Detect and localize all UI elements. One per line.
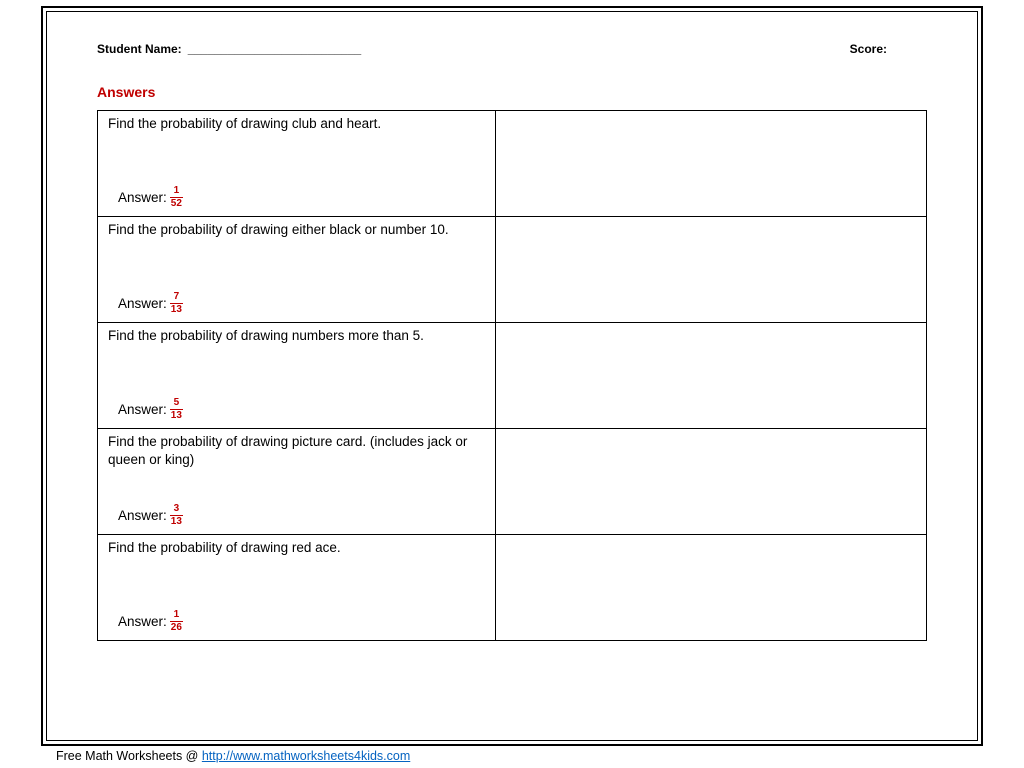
answer-label: Answer: [118, 296, 167, 311]
fraction-denominator: 26 [170, 621, 183, 633]
fraction-denominator: 13 [170, 303, 183, 315]
answer-label: Answer: [118, 190, 167, 205]
answer-line: Answer: 7 13 [118, 292, 183, 315]
fraction-numerator: 1 [173, 610, 181, 621]
answer-label: Answer: [118, 508, 167, 523]
answer-fraction: 5 13 [170, 398, 183, 421]
score-label: Score: [850, 42, 887, 56]
question-text: Find the probability of drawing either b… [108, 221, 487, 239]
page-outer-border: Student Name: __________________________… [41, 6, 983, 746]
footer-prefix: Free Math Worksheets @ [56, 749, 202, 763]
worksheet-header: Student Name: __________________________… [97, 42, 927, 56]
answer-line: Answer: 3 13 [118, 504, 183, 527]
answer-line: Answer: 1 52 [118, 186, 183, 209]
table-row: Find the probability of drawing picture … [98, 429, 927, 535]
answer-label: Answer: [118, 402, 167, 417]
work-cell [495, 429, 926, 535]
fraction-numerator: 7 [173, 292, 181, 303]
question-cell: Find the probability of drawing either b… [98, 217, 496, 323]
question-text: Find the probability of drawing picture … [108, 433, 487, 469]
question-cell: Find the probability of drawing club and… [98, 111, 496, 217]
answer-fraction: 1 52 [170, 186, 183, 209]
fraction-denominator: 52 [170, 197, 183, 209]
question-cell: Find the probability of drawing red ace.… [98, 535, 496, 641]
page-inner-border: Student Name: __________________________… [46, 11, 978, 741]
fraction-denominator: 13 [170, 515, 183, 527]
question-cell: Find the probability of drawing numbers … [98, 323, 496, 429]
work-cell [495, 535, 926, 641]
table-row: Find the probability of drawing red ace.… [98, 535, 927, 641]
question-text: Find the probability of drawing numbers … [108, 327, 487, 345]
student-name-blank: __________________________ [188, 42, 362, 56]
qa-table: Find the probability of drawing club and… [97, 110, 927, 641]
work-cell [495, 111, 926, 217]
question-text: Find the probability of drawing club and… [108, 115, 487, 133]
footer: Free Math Worksheets @ http://www.mathwo… [56, 749, 410, 763]
answer-fraction: 1 26 [170, 610, 183, 633]
fraction-denominator: 13 [170, 409, 183, 421]
fraction-numerator: 5 [173, 398, 181, 409]
answers-heading: Answers [97, 84, 927, 100]
work-cell [495, 217, 926, 323]
student-name-label: Student Name: [97, 42, 182, 56]
question-cell: Find the probability of drawing picture … [98, 429, 496, 535]
question-text: Find the probability of drawing red ace. [108, 539, 487, 557]
work-cell [495, 323, 926, 429]
table-row: Find the probability of drawing numbers … [98, 323, 927, 429]
answer-fraction: 7 13 [170, 292, 183, 315]
answer-line: Answer: 1 26 [118, 610, 183, 633]
answer-fraction: 3 13 [170, 504, 183, 527]
table-row: Find the probability of drawing either b… [98, 217, 927, 323]
fraction-numerator: 1 [173, 186, 181, 197]
answer-line: Answer: 5 13 [118, 398, 183, 421]
student-name-field: Student Name: __________________________ [97, 42, 361, 56]
fraction-numerator: 3 [173, 504, 181, 515]
answer-label: Answer: [118, 614, 167, 629]
footer-link[interactable]: http://www.mathworksheets4kids.com [202, 749, 410, 763]
table-row: Find the probability of drawing club and… [98, 111, 927, 217]
